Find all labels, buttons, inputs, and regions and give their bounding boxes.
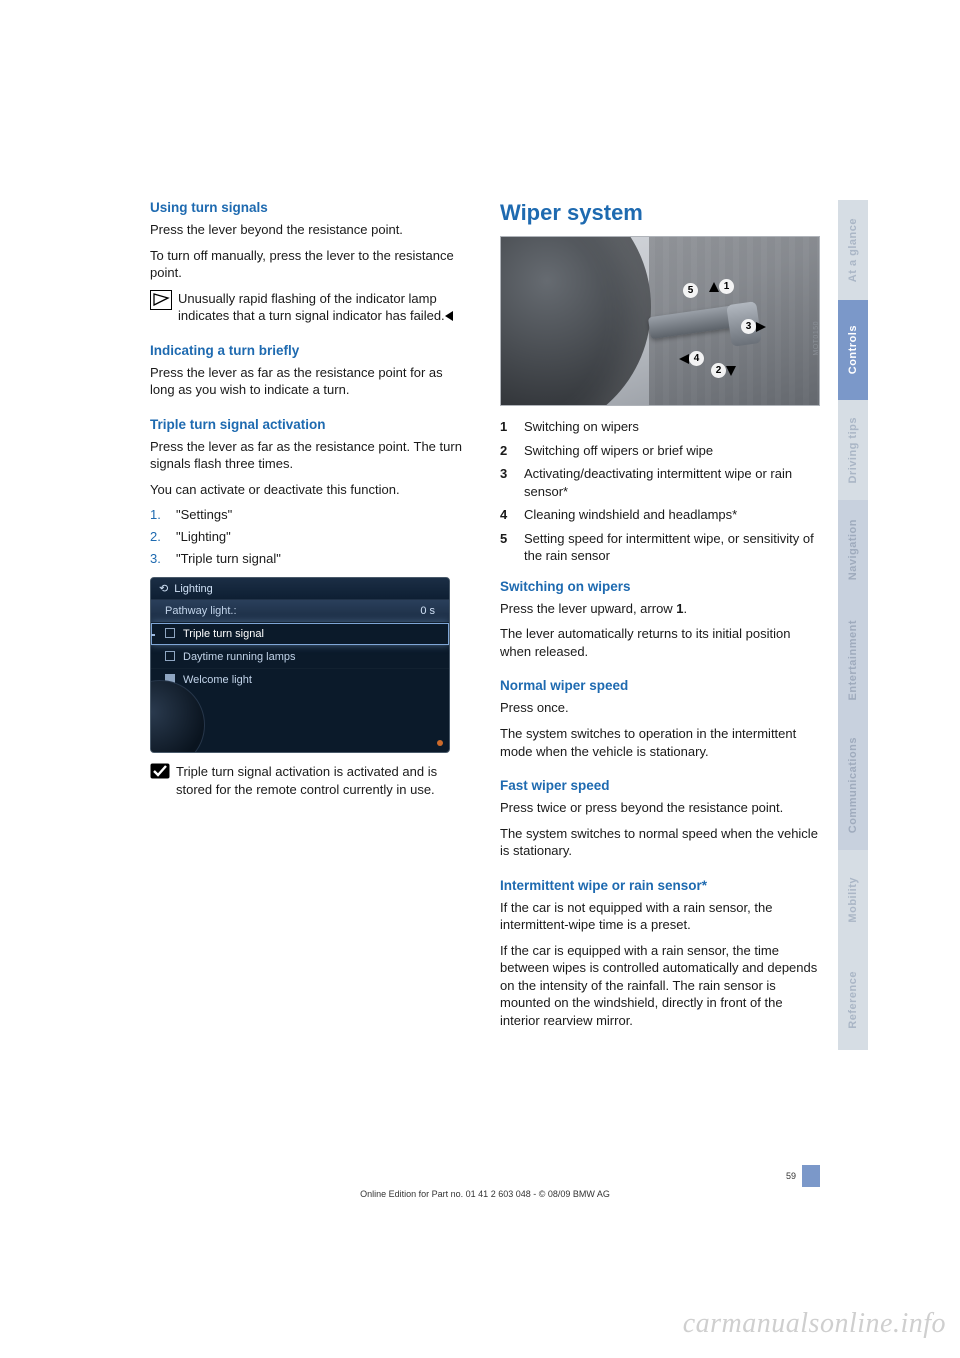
- section-fast-wiper-speed: Fast wiper speed Press twice or press be…: [500, 778, 820, 860]
- tab-at-a-glance[interactable]: At a glance: [838, 200, 868, 300]
- body-text: Press the lever upward, arrow 1.: [500, 600, 820, 618]
- callout-4: 4: [679, 351, 704, 366]
- tab-controls[interactable]: Controls: [838, 300, 868, 400]
- body-text: The system switches to operation in the …: [500, 725, 820, 760]
- heading-using-turn-signals: Using turn signals: [150, 200, 464, 215]
- steering-wheel-graphic: [500, 236, 651, 406]
- menu-step: "Lighting": [150, 528, 464, 546]
- body-text: If the car is equipped with a rain senso…: [500, 942, 820, 1030]
- menu-steps: "Settings" "Lighting" "Triple turn signa…: [150, 506, 464, 567]
- menu-step: "Settings": [150, 506, 464, 524]
- heading-triple-turn-signal: Triple turn signal activation: [150, 417, 464, 432]
- section-triple-turn-signal: Triple turn signal activation Press the …: [150, 417, 464, 798]
- right-column: Wiper system 1 5 3 4 2 MOT0150 1Switchin…: [500, 200, 820, 1048]
- legend-item: 5Setting speed for intermittent wipe, or…: [500, 530, 820, 565]
- heading-switching-on-wipers: Switching on wipers: [500, 579, 820, 594]
- tab-mobility[interactable]: Mobility: [838, 850, 868, 950]
- idrive-pointer-icon: [150, 634, 155, 636]
- body-text: Press once.: [500, 699, 820, 717]
- edition-line: Online Edition for Part no. 01 41 2 603 …: [150, 1189, 820, 1199]
- callout-1: 1: [709, 279, 734, 294]
- idrive-row-triple-selected: Triple turn signal: [151, 622, 449, 645]
- heading-normal-wiper-speed: Normal wiper speed: [500, 678, 820, 693]
- checkbox-empty-icon: [165, 628, 175, 638]
- info-note: Unusually rapid flashing of the indicato…: [150, 290, 464, 325]
- idrive-row-pathway: Pathway light.: 0 s: [151, 599, 449, 622]
- menu-step: "Triple turn signal": [150, 550, 464, 568]
- section-switching-on-wipers: Switching on wipers Press the lever upwa…: [500, 579, 820, 661]
- idrive-screenshot: ⟲ Lighting Pathway light.: 0 s Triple tu…: [150, 577, 450, 753]
- body-text: The system switches to normal speed when…: [500, 825, 820, 860]
- idrive-title: Lighting: [174, 583, 213, 595]
- page-content: Using turn signals Press the lever beyon…: [150, 200, 820, 1048]
- tab-navigation[interactable]: Navigation: [838, 500, 868, 600]
- legend-item: 2Switching off wipers or brief wipe: [500, 442, 820, 460]
- legend-item: 3Activating/deactivating intermittent wi…: [500, 465, 820, 500]
- end-marker-icon: [445, 311, 453, 321]
- page-number-bar: [802, 1165, 820, 1187]
- tab-reference[interactable]: Reference: [838, 950, 868, 1050]
- idrive-rows: Pathway light.: 0 s Triple turn signal D…: [151, 599, 449, 691]
- callout-2: 2: [711, 363, 736, 378]
- callout-3: 3: [741, 319, 766, 334]
- section-normal-wiper-speed: Normal wiper speed Press once. The syste…: [500, 678, 820, 760]
- section-tabs: At a glance Controls Driving tips Naviga…: [838, 200, 868, 1050]
- idrive-row-welcome: Welcome light: [151, 668, 449, 691]
- heading-wiper-system: Wiper system: [500, 200, 820, 226]
- note-text: Unusually rapid flashing of the indicato…: [178, 290, 464, 325]
- info-triangle-icon: [150, 290, 172, 310]
- idrive-header: ⟲ Lighting: [151, 578, 449, 599]
- idrive-indicator-dot: [437, 740, 443, 746]
- photo-reference-code: MOT0150: [814, 321, 821, 356]
- idrive-row-daytime: Daytime running lamps: [151, 645, 449, 668]
- legend-item: 4Cleaning windshield and headlamps*: [500, 506, 820, 524]
- note-text: Triple turn signal activation is activat…: [176, 763, 464, 798]
- idrive-back-icon: ⟲: [159, 582, 168, 595]
- checkmark-icon: [150, 763, 170, 779]
- body-text: Press twice or press beyond the resistan…: [500, 799, 820, 817]
- body-text: If the car is not equipped with a rain s…: [500, 899, 820, 934]
- page-footer: 59 Online Edition for Part no. 01 41 2 6…: [150, 1165, 820, 1199]
- confirmation-note: Triple turn signal activation is activat…: [150, 763, 464, 798]
- wiper-legend: 1Switching on wipers 2Switching off wipe…: [500, 418, 820, 565]
- section-indicating-briefly: Indicating a turn briefly Press the leve…: [150, 343, 464, 399]
- section-intermittent-rain-sensor: Intermittent wipe or rain sensor* If the…: [500, 878, 820, 1030]
- heading-intermittent-rain-sensor: Intermittent wipe or rain sensor*: [500, 878, 820, 893]
- watermark: carmanualsonline.info: [683, 1308, 946, 1340]
- legend-item: 1Switching on wipers: [500, 418, 820, 436]
- callout-5: 5: [683, 283, 698, 298]
- body-text: The lever automatically returns to its i…: [500, 625, 820, 660]
- manual-page: At a glance Controls Driving tips Naviga…: [0, 0, 960, 1358]
- heading-fast-wiper-speed: Fast wiper speed: [500, 778, 820, 793]
- body-text: You can activate or deactivate this func…: [150, 481, 464, 499]
- body-text: Press the lever as far as the resistance…: [150, 364, 464, 399]
- heading-indicating-briefly: Indicating a turn briefly: [150, 343, 464, 358]
- checkbox-empty-icon: [165, 651, 175, 661]
- body-text: Press the lever beyond the resistance po…: [150, 221, 464, 239]
- tab-communications[interactable]: Communications: [838, 720, 868, 850]
- tab-driving-tips[interactable]: Driving tips: [838, 400, 868, 500]
- section-using-turn-signals: Using turn signals Press the lever beyon…: [150, 200, 464, 325]
- body-text: To turn off manually, press the lever to…: [150, 247, 464, 282]
- left-column: Using turn signals Press the lever beyon…: [150, 200, 464, 1048]
- page-number-wrap: 59: [150, 1165, 820, 1187]
- body-text: Press the lever as far as the resistance…: [150, 438, 464, 473]
- wiper-stalk-photo: 1 5 3 4 2 MOT0150: [500, 236, 820, 406]
- page-number: 59: [786, 1171, 802, 1181]
- tab-entertainment[interactable]: Entertainment: [838, 600, 868, 720]
